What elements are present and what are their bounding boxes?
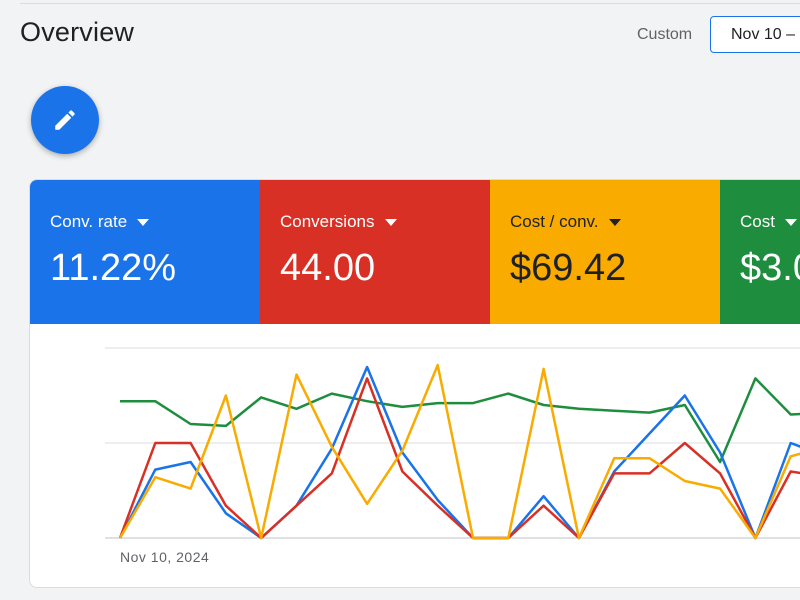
metric-label: Cost [740,212,775,231]
x-tick-label: Nov 10, 2024 [120,549,209,565]
metric-tile-conversions[interactable]: Conversions 44.00 [260,180,490,324]
metric-value: $3.05K [740,247,800,289]
date-range-button[interactable]: Nov 10 – Nov 30, 2024 [710,16,800,53]
metric-tile-cost[interactable]: Cost $3.05K [720,180,800,324]
dropdown-caret-icon [784,218,797,226]
performance-line-chart: Nov 10, 2024 [105,347,800,565]
edit-button[interactable] [31,86,99,154]
dropdown-caret-icon [384,218,397,226]
series-line-cost [120,377,800,464]
metric-tile-conv-rate[interactable]: Conv. rate 11.22% [30,180,260,324]
pencil-icon [55,110,75,130]
metric-label: Conversions [280,212,375,231]
metric-value: $69.42 [510,247,627,289]
series-line-cost-conv- [118,363,800,540]
metric-value: 11.22% [50,247,177,289]
dropdown-caret-icon [137,218,150,226]
metric-tile-cost-per-conv[interactable]: Cost / conv. $69.42 [490,180,720,324]
metric-label: Cost / conv. [510,212,599,231]
top-divider [20,3,800,4]
metric-value: 44.00 [280,247,376,289]
metric-label: Conv. rate [50,212,128,231]
dropdown-caret-icon [608,218,621,226]
performance-card: Conv. rate 11.22% Conversions 44.00 Cost… [29,179,800,588]
page-title: Overview [20,17,135,47]
date-range-type-label: Custom [637,26,693,43]
series-line-conv-rate [118,365,800,540]
